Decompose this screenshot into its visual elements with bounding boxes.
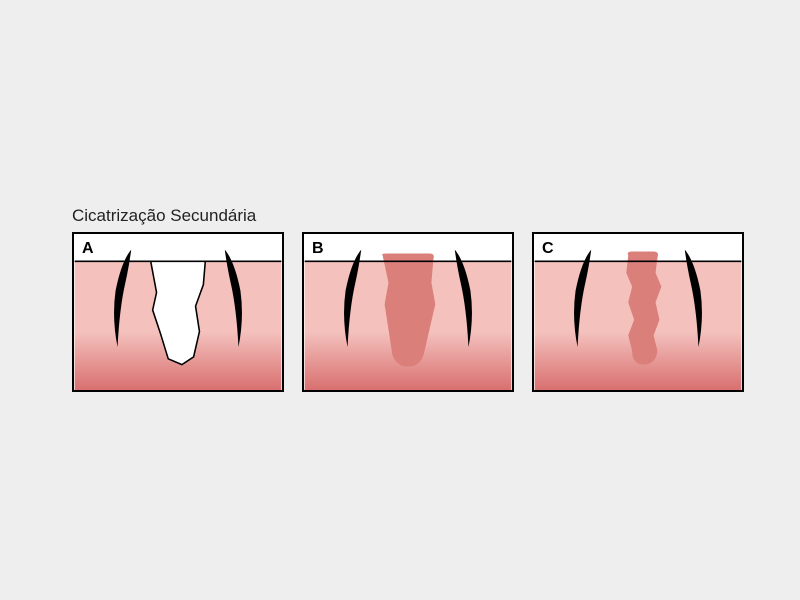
panel-b: B bbox=[302, 232, 514, 392]
panel-a: A bbox=[72, 232, 284, 392]
panel-label-b: B bbox=[312, 240, 324, 258]
panel-c: C bbox=[532, 232, 744, 392]
panel-label-a: A bbox=[82, 240, 94, 258]
panel-row: A B C bbox=[72, 232, 744, 392]
panel-label-c: C bbox=[542, 240, 554, 258]
diagram-title: Cicatrização Secundária bbox=[72, 206, 256, 226]
